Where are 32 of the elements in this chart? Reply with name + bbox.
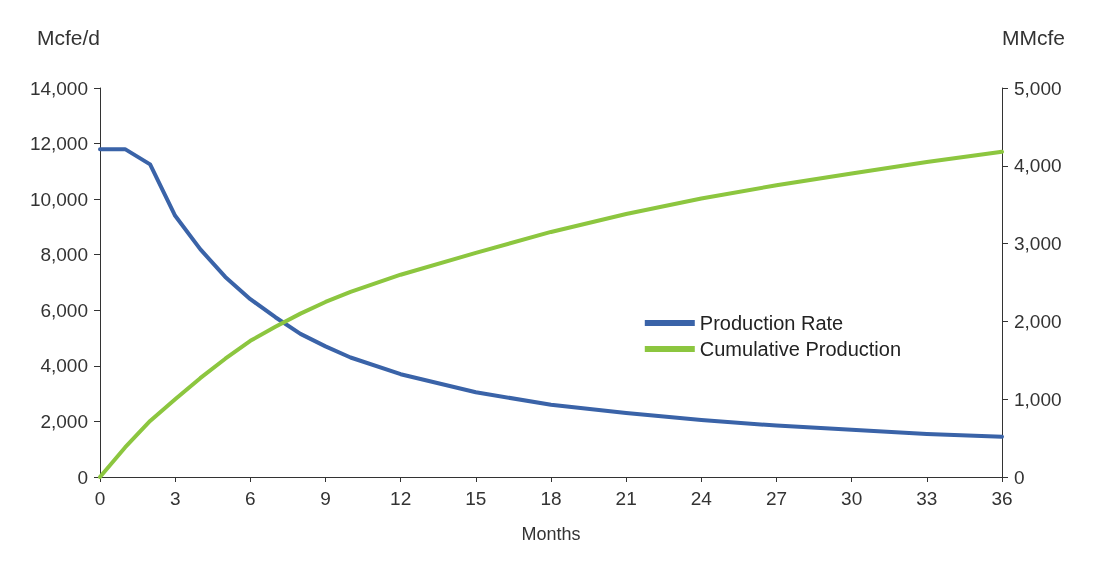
x-tick-label: 24 — [690, 488, 713, 509]
x-tick-label: 3 — [169, 488, 181, 509]
y2-tick-label: 0 — [1014, 466, 1025, 488]
y2-tick-label: 3,000 — [1014, 233, 1062, 255]
x-tick-label: 27 — [765, 488, 788, 509]
y-tick-label: 12,000 — [29, 133, 88, 155]
x-tick-label: 12 — [390, 488, 412, 509]
y2-tick-label: 4,000 — [1014, 155, 1062, 177]
y2-tick-label: 1,000 — [1014, 388, 1062, 410]
y-tick-label: 6,000 — [40, 299, 88, 321]
y-tick-label: 10,000 — [29, 188, 88, 210]
legend-label: Production Rate — [699, 312, 844, 334]
y2-tick-label: 2,000 — [1014, 310, 1062, 332]
x-tick-label: 33 — [916, 488, 938, 509]
x-tick-label: 30 — [841, 488, 863, 509]
y-axis-title: Mcfe/d — [36, 26, 100, 49]
y2-axis-title: MMcfe — [1002, 26, 1065, 49]
y-tick-label: 0 — [77, 466, 88, 488]
x-tick-label: 0 — [94, 488, 106, 509]
x-tick-label: 6 — [245, 488, 256, 509]
legend-label: Cumulative Production — [699, 338, 902, 360]
x-tick-label: 9 — [320, 488, 331, 509]
x-axis-title: Months — [521, 524, 581, 544]
x-tick-label: 21 — [615, 488, 637, 509]
y-tick-label: 4,000 — [40, 355, 88, 377]
y-tick-label: 2,000 — [40, 410, 88, 432]
x-tick-label: 18 — [540, 488, 562, 509]
x-tick-label: 15 — [465, 488, 487, 509]
y-tick-label: 8,000 — [40, 244, 88, 266]
y-tick-label: 14,000 — [29, 77, 88, 99]
x-tick-label: 36 — [991, 488, 1013, 509]
y2-tick-label: 5,000 — [1014, 77, 1062, 99]
